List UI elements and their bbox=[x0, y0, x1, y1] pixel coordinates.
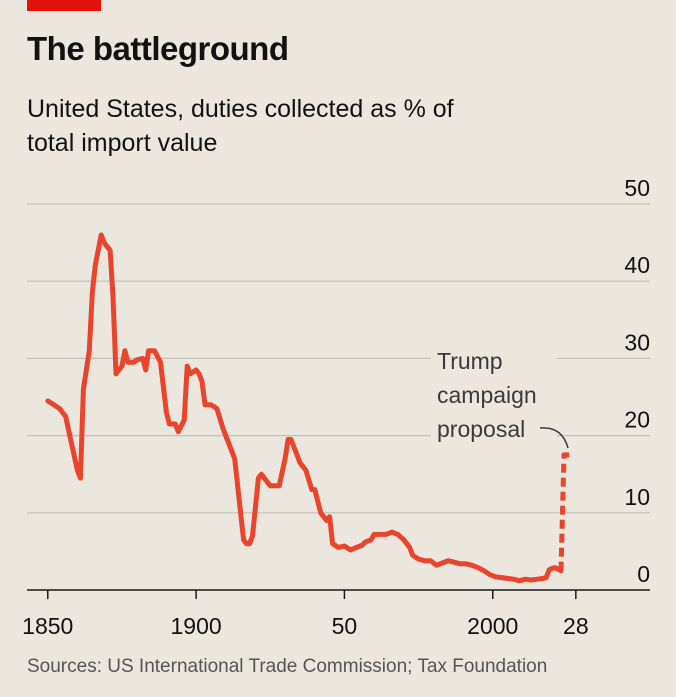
source-note: Sources: US International Trade Commissi… bbox=[27, 656, 548, 677]
annotation-text: campaign bbox=[437, 382, 537, 408]
x-tick-label: 2000 bbox=[467, 613, 518, 639]
data-line bbox=[558, 452, 570, 571]
x-tick-label: 1850 bbox=[22, 613, 73, 639]
y-tick-label: 40 bbox=[624, 252, 650, 278]
annotation-text: Trump bbox=[437, 348, 503, 374]
chart-title: The battleground bbox=[27, 30, 289, 67]
annotation-background bbox=[431, 345, 557, 448]
annotation-connector bbox=[539, 427, 569, 449]
y-tick-label: 0 bbox=[637, 561, 650, 587]
x-tick-label: 28 bbox=[563, 613, 589, 639]
chart-subtitle: United States, duties collected as % of … bbox=[27, 95, 454, 157]
y-tick-label: 50 bbox=[624, 175, 650, 201]
y-tick-label: 20 bbox=[624, 407, 650, 433]
y-tick-label: 10 bbox=[624, 484, 650, 510]
annotation-text: proposal bbox=[437, 416, 525, 442]
accent-bar bbox=[27, 0, 101, 11]
x-tick-label: 50 bbox=[332, 613, 358, 639]
chart: 0 10 20 30 40 50 1850 1900 50 2000 28 Trump campaign… bbox=[22, 175, 650, 639]
x-tick-label: 1900 bbox=[171, 613, 222, 639]
y-tick-label: 30 bbox=[624, 329, 650, 355]
data-line bbox=[45, 232, 564, 584]
